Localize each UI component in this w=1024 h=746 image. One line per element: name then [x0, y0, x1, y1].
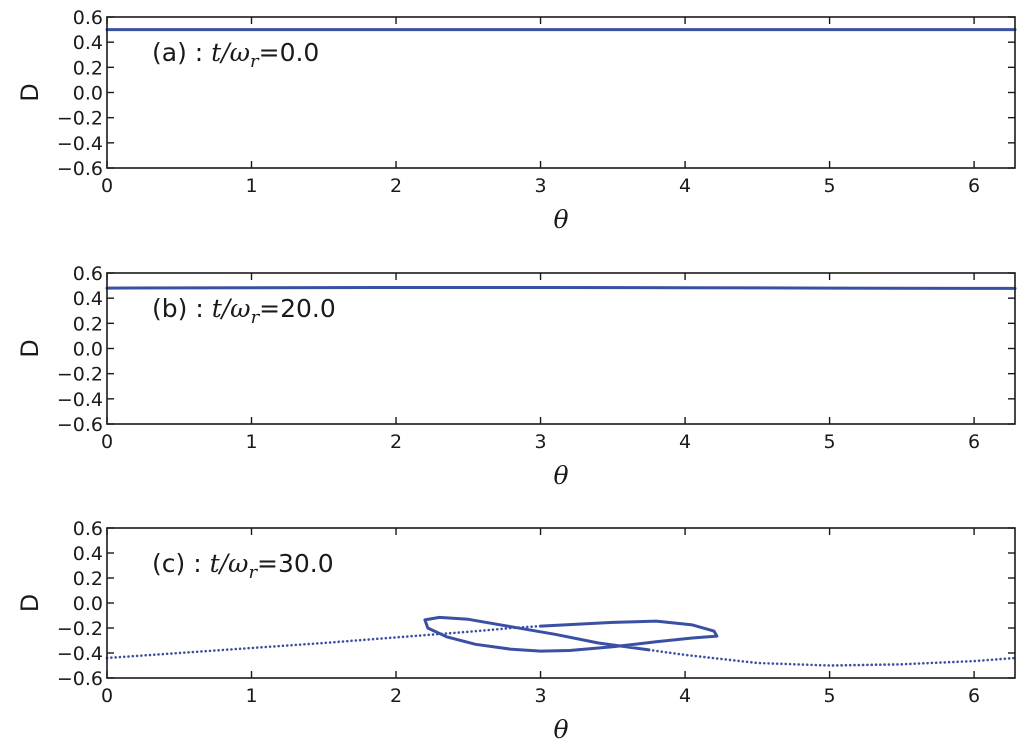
- x-tick-label: 6: [968, 685, 980, 707]
- y-tick-label: −0.4: [57, 389, 103, 411]
- series-line-b-0: [105, 286, 1017, 290]
- y-tick-label: −0.6: [57, 668, 103, 690]
- x-tick-label: 2: [390, 685, 402, 707]
- panel-annotation: (a) : t/ωr=0.0: [152, 38, 319, 72]
- annotation-math: t/ω: [212, 294, 251, 323]
- annotation-prefix: (b) :: [152, 294, 212, 323]
- x-tick-label: 4: [679, 175, 691, 197]
- y-tick-label: 0.2: [73, 568, 103, 590]
- x-tick-label: 6: [968, 431, 980, 453]
- series-line-c-0: [105, 624, 542, 660]
- x-tick-label: 0: [101, 431, 113, 453]
- x-tick-label: 2: [390, 175, 402, 197]
- y-tick-label: −0.6: [57, 414, 103, 436]
- y-tick-label: 0.4: [73, 32, 103, 54]
- series-line-c-1: [423, 615, 719, 653]
- x-tick-label: 5: [824, 431, 836, 453]
- annotation-math: t/ω: [211, 38, 250, 67]
- annotation-prefix: (c) :: [152, 549, 210, 578]
- x-tick-label: 6: [968, 175, 980, 197]
- y-tick-label: 0.0: [73, 593, 103, 615]
- annotation-subscript: r: [251, 307, 261, 328]
- x-tick-label: 0: [101, 685, 113, 707]
- panel-c: 0 1 2 3 4 5 6 0.6 0.4 0.2 0.0 −0.2 −0.4 −0.6 θ D (c) : t…: [16, 518, 1017, 744]
- panel-annotation: (b) : t/ωr=20.0: [152, 294, 336, 328]
- annotation-value: =30.0: [257, 549, 334, 578]
- panel-a: 0 1 2 3 4 5 6 0.6 0.4 0.2 0.0 −0.2 −0.4 −0.6 θ D (a) : t…: [16, 7, 1017, 234]
- y-tick-label: −0.2: [57, 108, 103, 130]
- y-axis-label: D: [16, 83, 44, 101]
- y-tick-label: −0.6: [57, 158, 103, 180]
- y-tick-label: −0.4: [57, 643, 103, 665]
- annotation-value: =0.0: [259, 38, 320, 67]
- y-axis-label: D: [16, 339, 44, 357]
- annotation-value: =20.0: [259, 294, 336, 323]
- x-tick-label: 2: [390, 431, 402, 453]
- y-tick-label: −0.2: [57, 364, 103, 386]
- annotation-math: t/ω: [210, 549, 249, 578]
- x-tick-label: 4: [679, 685, 691, 707]
- y-tick-label: 0.4: [73, 288, 103, 310]
- x-axis-label: θ: [553, 715, 568, 744]
- panel-b: 0 1 2 3 4 5 6 0.6 0.4 0.2 0.0 −0.2 −0.4 −0.6 θ D (b) : t…: [16, 263, 1017, 490]
- y-tick-label: 0.0: [73, 339, 103, 361]
- x-tick-label: 3: [535, 175, 547, 197]
- x-tick-label: 5: [824, 685, 836, 707]
- x-axis-label: θ: [553, 461, 568, 490]
- y-tick-label: 0.2: [73, 57, 103, 79]
- y-tick-label: 0.6: [73, 263, 103, 285]
- y-tick-label: 0.4: [73, 543, 103, 565]
- y-tick-label: 0.6: [73, 7, 103, 29]
- y-axis-label: D: [16, 594, 44, 612]
- x-tick-label: 1: [245, 685, 257, 707]
- y-tick-label: 0.6: [73, 518, 103, 540]
- annotation-prefix: (a) :: [152, 38, 211, 67]
- x-axis-label: θ: [553, 205, 568, 234]
- x-tick-label: 3: [535, 685, 547, 707]
- annotation-subscript: r: [248, 562, 258, 583]
- x-tick-label: 5: [824, 175, 836, 197]
- y-tick-label: −0.2: [57, 618, 103, 640]
- series-line-c-2: [647, 648, 1017, 667]
- y-tick-label: 0.2: [73, 313, 103, 335]
- y-tick-label: −0.4: [57, 133, 103, 155]
- y-tick-label: 0.0: [73, 83, 103, 105]
- x-tick-label: 1: [245, 175, 257, 197]
- x-tick-label: 1: [245, 431, 257, 453]
- x-tick-label: 4: [679, 431, 691, 453]
- x-tick-label: 0: [101, 175, 113, 197]
- x-tick-label: 3: [535, 431, 547, 453]
- annotation-subscript: r: [250, 51, 260, 72]
- panel-annotation: (c) : t/ωr=30.0: [152, 549, 334, 583]
